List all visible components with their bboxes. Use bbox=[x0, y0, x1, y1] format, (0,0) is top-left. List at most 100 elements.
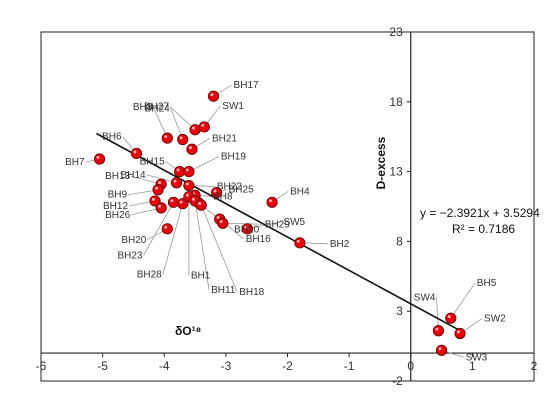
data-point-bh14 bbox=[170, 177, 183, 189]
data-point-highlight bbox=[158, 181, 162, 185]
y-axis-title: D-excess bbox=[374, 136, 388, 189]
data-point-highlight bbox=[201, 123, 205, 127]
point-label-bh11: BH11 bbox=[211, 285, 236, 296]
point-label-bh25: BH25 bbox=[229, 185, 254, 196]
data-point-highlight bbox=[438, 347, 442, 351]
data-point-bh17 bbox=[207, 90, 220, 102]
data-point-highlight bbox=[185, 182, 189, 186]
data-point-highlight bbox=[170, 199, 174, 203]
point-label-bh3: BH3 bbox=[133, 102, 153, 113]
data-point-highlight bbox=[191, 126, 195, 130]
data-point-bh22 bbox=[183, 179, 195, 192]
data-point-highlight bbox=[179, 200, 183, 204]
data-point-bh7 bbox=[93, 153, 106, 165]
point-label-bh16: BH16 bbox=[246, 234, 271, 245]
data-point-highlight bbox=[185, 168, 189, 172]
point-label-bh26: BH26 bbox=[105, 210, 130, 221]
data-point-highlight bbox=[96, 155, 100, 159]
x-tick-label: -2 bbox=[282, 359, 293, 373]
point-label-bh24: BH24 bbox=[145, 103, 170, 114]
point-label-sw4: SW4 bbox=[414, 293, 436, 304]
point-label-bh9: BH9 bbox=[108, 190, 128, 201]
point-label-bh23: BH23 bbox=[117, 250, 142, 261]
point-label-bh22: BH22 bbox=[217, 182, 242, 193]
data-point-bh2 bbox=[294, 237, 306, 249]
point-label-sw3: SW3 bbox=[466, 352, 488, 363]
data-point-highlight bbox=[133, 150, 137, 154]
point-label-bh5: BH5 bbox=[477, 278, 497, 289]
data-point-bh18 bbox=[195, 199, 207, 211]
point-label-sw1: SW1 bbox=[222, 101, 244, 112]
point-label-bh13: BH13 bbox=[105, 171, 130, 182]
x-tick-label: -4 bbox=[159, 359, 170, 373]
data-point-sw3 bbox=[435, 344, 448, 356]
point-label-bh21: BH21 bbox=[212, 133, 237, 144]
point-label-bh2: BH2 bbox=[330, 239, 350, 250]
data-point-highlight bbox=[158, 204, 162, 208]
data-point-highlight bbox=[296, 239, 300, 243]
trendline bbox=[96, 132, 461, 332]
data-point-highlight bbox=[173, 179, 177, 183]
data-point-highlight bbox=[216, 215, 220, 219]
points bbox=[93, 90, 466, 356]
data-point-highlight bbox=[198, 202, 202, 206]
label-leader-line bbox=[200, 204, 238, 293]
equation-annotation: y = −2.3921x + 3.5294 bbox=[420, 206, 540, 220]
data-point-sw1 bbox=[198, 121, 210, 133]
data-point-sw2 bbox=[454, 327, 466, 340]
r-squared-annotation: R² = 0.7186 bbox=[452, 222, 515, 236]
data-point-bh29 bbox=[217, 217, 229, 229]
data-point-highlight bbox=[185, 193, 189, 197]
x-tick-label: -6 bbox=[36, 359, 47, 373]
data-point-highlight bbox=[176, 168, 180, 172]
data-point-bh21 bbox=[186, 143, 198, 155]
data-point-bh5 bbox=[445, 312, 457, 324]
point-label-bh18: BH18 bbox=[239, 287, 264, 298]
data-point-bh27 bbox=[189, 124, 201, 136]
point-label-bh10: BH10 bbox=[234, 224, 259, 235]
point-label-bh4: BH4 bbox=[290, 186, 310, 197]
label-leader-line bbox=[450, 282, 476, 319]
data-point-bh15 bbox=[174, 166, 186, 178]
data-point-highlight bbox=[435, 327, 439, 331]
y-tick-label: 18 bbox=[389, 95, 403, 109]
data-point-highlight bbox=[219, 220, 223, 224]
data-point-highlight bbox=[244, 225, 248, 229]
data-point-highlight bbox=[154, 186, 158, 190]
point-label-bh17: BH17 bbox=[234, 80, 259, 91]
data-point-highlight bbox=[456, 330, 460, 334]
label-leader-line bbox=[162, 203, 184, 275]
y-tick-label: 23 bbox=[389, 25, 403, 39]
data-point-bh20 bbox=[161, 223, 173, 235]
point-label-bh12: BH12 bbox=[103, 201, 128, 212]
data-point-bh19 bbox=[183, 166, 195, 178]
data-point-bh3 bbox=[161, 132, 173, 144]
data-point-bh23 bbox=[167, 196, 180, 208]
y-tick-label: 8 bbox=[396, 234, 403, 248]
label-leader-line bbox=[169, 106, 196, 131]
x-tick-label: 2 bbox=[531, 359, 538, 373]
data-point-highlight bbox=[188, 146, 192, 150]
x-tick-label: 0 bbox=[407, 359, 414, 373]
x-tick-label: -3 bbox=[221, 359, 232, 373]
data-point-highlight bbox=[164, 134, 168, 138]
y-tick-label: -2 bbox=[392, 374, 403, 388]
x-tick-label: 1 bbox=[469, 359, 476, 373]
point-label-bh28: BH28 bbox=[137, 270, 162, 281]
label-leader-line bbox=[152, 106, 168, 139]
point-label-bh8: BH8 bbox=[213, 191, 233, 202]
data-point-sw4 bbox=[432, 325, 445, 337]
x-tick-label: -5 bbox=[97, 359, 108, 373]
point-label-bh29: BH29 bbox=[265, 219, 290, 230]
point-label-bh20: BH20 bbox=[121, 235, 146, 246]
data-point-highlight bbox=[213, 189, 217, 193]
label-leader-line bbox=[143, 202, 174, 256]
data-point-highlight bbox=[179, 136, 183, 140]
data-point-highlight bbox=[210, 93, 214, 97]
data-point-bh26 bbox=[155, 202, 167, 214]
point-label-bh14: BH14 bbox=[121, 170, 146, 181]
point-label-sw2: SW2 bbox=[484, 314, 506, 325]
